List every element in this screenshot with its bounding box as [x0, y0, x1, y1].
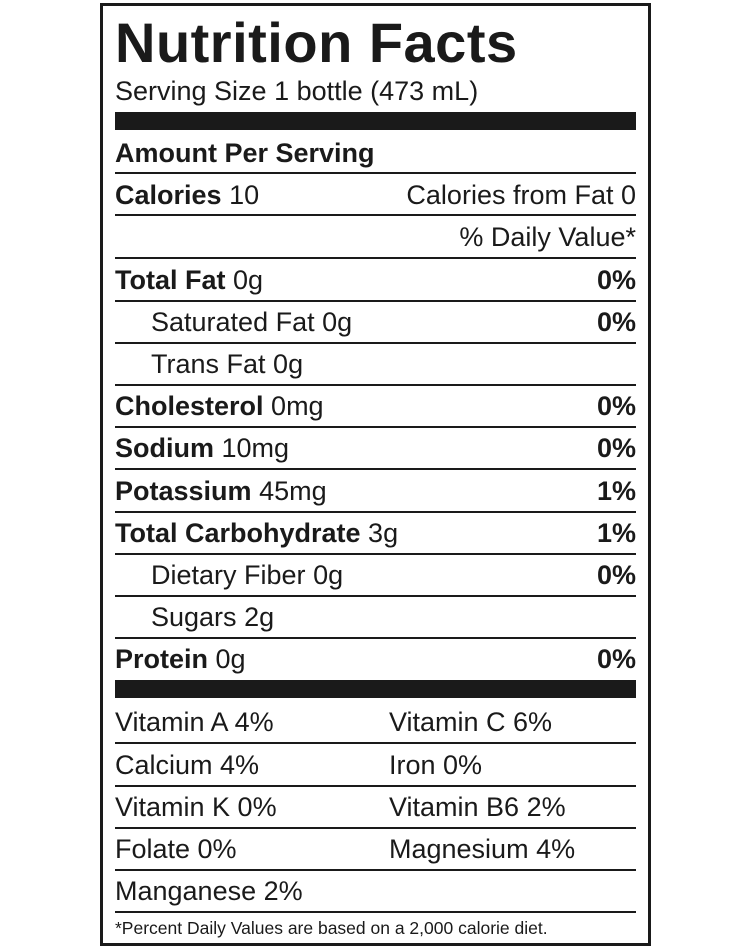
divider — [115, 384, 636, 386]
nutrient-cell: Sodium 10mg — [115, 428, 289, 468]
nutrient-cell: Cholesterol 0mg — [115, 386, 324, 426]
nutrient-row: Total Fat 0g 0% — [115, 260, 636, 300]
vitamin-cell: Vitamin C 6% — [389, 707, 553, 737]
nutrient-cell: Total Fat 0g — [115, 260, 263, 300]
nutrient-cell: Total Carbohydrate 3g — [115, 513, 398, 553]
divider — [115, 511, 636, 513]
nutrient-name: Cholesterol — [115, 391, 264, 421]
nutrient-name: Sodium — [115, 433, 214, 463]
nutrient-row: Protein 0g 0% — [115, 639, 636, 679]
nutrient-row: Trans Fat 0g — [115, 344, 636, 384]
vitamin-row: Vitamin K 0% Vitamin B6 2% — [115, 787, 636, 827]
nutrient-cell: Potassium 45mg — [115, 471, 327, 511]
nutrient-cell: Trans Fat 0g — [151, 344, 303, 384]
divider — [115, 911, 636, 913]
nutrient-row: Dietary Fiber 0g 0% — [115, 555, 636, 595]
nutrient-row: Sugars 2g — [115, 597, 636, 637]
vitamin-cell: Manganese 2% — [115, 876, 303, 906]
nutrient-name: Sugars — [151, 602, 237, 632]
nutrient-name: Saturated Fat — [151, 307, 315, 337]
divider — [115, 827, 636, 829]
vitamin-cell: Folate 0% — [115, 834, 237, 864]
vitamin-row: Manganese 2% — [115, 871, 636, 911]
nutrient-daily-value: 1% — [596, 518, 636, 548]
divider — [115, 426, 636, 428]
daily-value-header-row: % Daily Value* — [115, 217, 636, 257]
label-title: Nutrition Facts — [115, 11, 518, 74]
nutrient-cell: Saturated Fat 0g — [151, 302, 352, 342]
nutrient-daily-value: 0% — [596, 644, 636, 674]
divider — [115, 257, 636, 259]
nutrient-amount: 10mg — [221, 433, 290, 463]
nutrient-row: Total Carbohydrate 3g 1% — [115, 513, 636, 553]
divider — [115, 468, 636, 470]
vitamin-cell: Vitamin A 4% — [115, 707, 274, 737]
nutrient-cell: Protein 0g — [115, 639, 246, 679]
nutrient-amount: 0g — [273, 349, 304, 379]
nutrient-amount: 0mg — [271, 391, 324, 421]
nutrient-name: Trans Fat — [151, 349, 266, 379]
nutrient-name: Total Fat — [115, 265, 226, 295]
nutrient-daily-value: 0% — [596, 391, 636, 421]
amount-per-serving-row: Amount Per Serving — [115, 133, 636, 173]
nutrient-row: Sodium 10mg 0% — [115, 428, 636, 468]
divider — [115, 869, 636, 871]
calories-value: 10 — [229, 180, 260, 210]
nutrient-amount: 0g — [313, 560, 344, 590]
divider — [115, 553, 636, 555]
thick-divider — [115, 680, 636, 698]
vitamin-row: Folate 0% Magnesium 4% — [115, 829, 636, 869]
vitamin-cell: Vitamin B6 2% — [389, 792, 566, 822]
nutrient-amount: 0g — [233, 265, 264, 295]
calories-from-fat: Calories from Fat 0 — [406, 180, 636, 210]
nutrient-daily-value: 0% — [596, 307, 636, 337]
vitamin-cell: Magnesium 4% — [389, 834, 576, 864]
nutrient-row: Cholesterol 0mg 0% — [115, 386, 636, 426]
nutrient-name: Dietary Fiber — [151, 560, 306, 590]
nutrient-name: Protein — [115, 644, 209, 674]
amount-per-serving-label: Amount Per Serving — [115, 138, 375, 168]
divider — [115, 214, 636, 216]
divider — [115, 342, 636, 344]
vitamin-cell: Vitamin K 0% — [115, 792, 277, 822]
vitamin-cell: Iron 0% — [389, 750, 483, 780]
nutrient-cell: Dietary Fiber 0g — [151, 555, 343, 595]
divider — [115, 637, 636, 639]
nutrient-daily-value: 0% — [596, 265, 636, 295]
nutrient-daily-value: 1% — [596, 476, 636, 506]
divider — [115, 785, 636, 787]
nutrient-name: Total Carbohydrate — [115, 518, 361, 548]
divider — [115, 595, 636, 597]
nutrition-facts-label: Nutrition Facts Serving Size 1 bottle (4… — [100, 3, 651, 946]
calories-row: Calories 10 Calories from Fat 0 — [115, 175, 636, 215]
divider — [115, 172, 636, 174]
nutrient-cell: Sugars 2g — [151, 597, 274, 637]
nutrient-amount: 0g — [322, 307, 353, 337]
nutrient-daily-value: 0% — [596, 560, 636, 590]
vitamin-row: Calcium 4% Iron 0% — [115, 745, 636, 785]
nutrient-row: Saturated Fat 0g 0% — [115, 302, 636, 342]
nutrient-daily-value: 0% — [596, 433, 636, 463]
divider — [115, 742, 636, 744]
serving-size: Serving Size 1 bottle (473 mL) — [115, 76, 479, 106]
nutrient-amount: 2g — [244, 602, 275, 632]
vitamin-row: Vitamin A 4% Vitamin C 6% — [115, 702, 636, 742]
daily-value-header: % Daily Value* — [459, 222, 636, 252]
nutrient-amount: 3g — [368, 518, 399, 548]
calories-label: Calories — [115, 180, 222, 210]
nutrient-name: Potassium — [115, 476, 252, 506]
nutrient-amount: 0g — [215, 644, 246, 674]
nutrient-amount: 45mg — [259, 476, 327, 506]
thick-divider — [115, 112, 636, 130]
divider — [115, 300, 636, 302]
calories-cell: Calories 10 — [115, 175, 259, 215]
footnote: *Percent Daily Values are based on a 2,0… — [115, 918, 548, 938]
nutrient-row: Potassium 45mg 1% — [115, 471, 636, 511]
vitamin-cell: Calcium 4% — [115, 750, 260, 780]
